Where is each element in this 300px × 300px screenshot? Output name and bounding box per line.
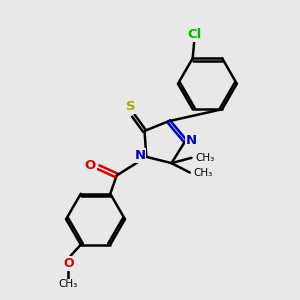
Text: O: O: [63, 257, 74, 270]
Text: O: O: [85, 159, 96, 172]
Text: Cl: Cl: [187, 28, 201, 40]
Text: CH₃: CH₃: [193, 167, 213, 178]
Text: N: N: [134, 149, 146, 162]
Text: S: S: [126, 100, 136, 113]
Text: CH₃: CH₃: [59, 279, 78, 290]
Text: CH₃: CH₃: [195, 153, 214, 163]
Text: N: N: [186, 134, 197, 147]
